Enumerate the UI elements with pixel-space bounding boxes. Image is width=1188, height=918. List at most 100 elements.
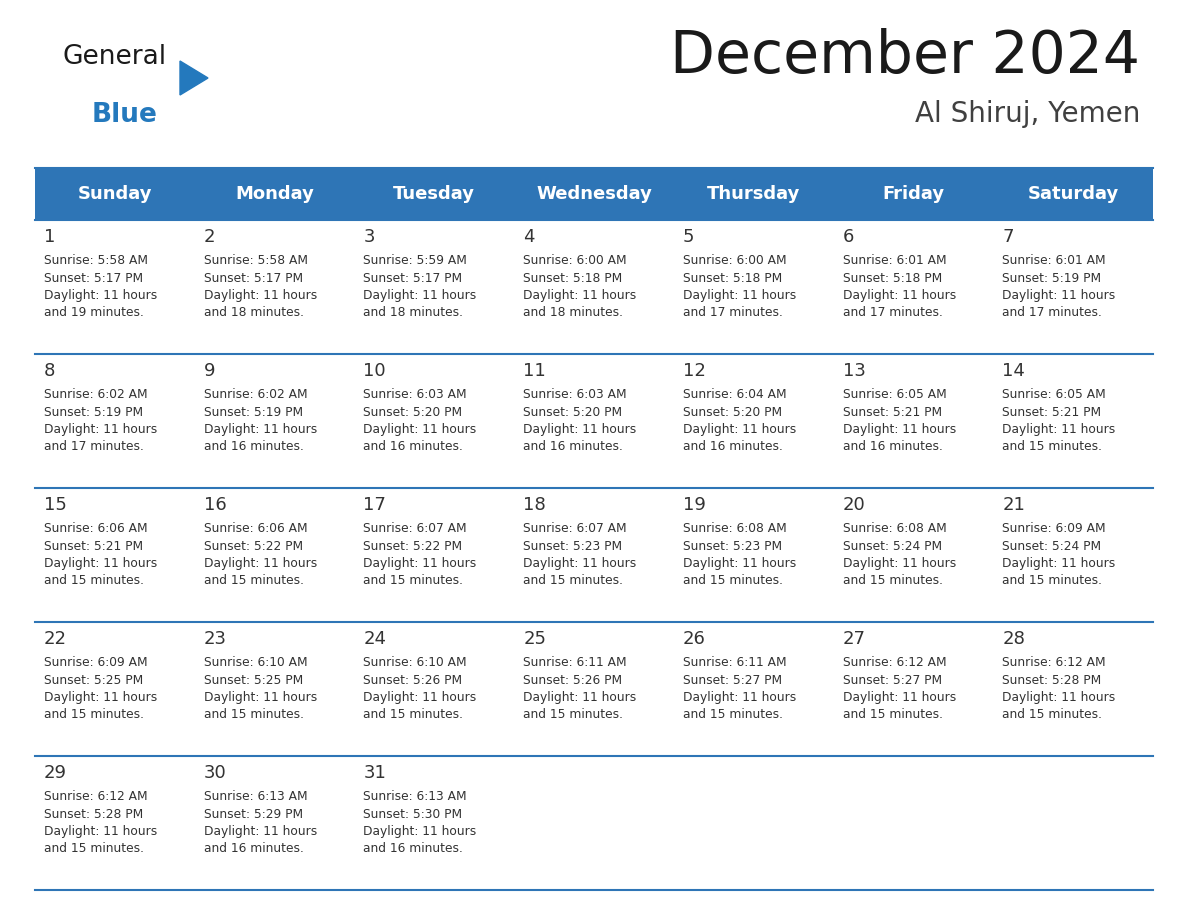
Text: Sunrise: 6:00 AM
Sunset: 5:18 PM
Daylight: 11 hours
and 18 minutes.: Sunrise: 6:00 AM Sunset: 5:18 PM Dayligh… xyxy=(523,254,637,319)
Text: Sunrise: 6:03 AM
Sunset: 5:20 PM
Daylight: 11 hours
and 16 minutes.: Sunrise: 6:03 AM Sunset: 5:20 PM Dayligh… xyxy=(364,388,476,453)
Bar xyxy=(993,622,1154,756)
Text: 10: 10 xyxy=(364,362,386,380)
Bar xyxy=(514,168,674,220)
Bar xyxy=(354,488,514,622)
Bar xyxy=(34,488,195,622)
Text: 26: 26 xyxy=(683,630,706,648)
Text: 17: 17 xyxy=(364,496,386,514)
Bar xyxy=(834,488,993,622)
Text: 8: 8 xyxy=(44,362,56,380)
Text: 7: 7 xyxy=(1003,228,1013,246)
Text: Friday: Friday xyxy=(883,185,944,203)
Text: Sunrise: 6:08 AM
Sunset: 5:23 PM
Daylight: 11 hours
and 15 minutes.: Sunrise: 6:08 AM Sunset: 5:23 PM Dayligh… xyxy=(683,522,796,588)
Bar xyxy=(674,756,834,890)
Text: Sunrise: 5:58 AM
Sunset: 5:17 PM
Daylight: 11 hours
and 19 minutes.: Sunrise: 5:58 AM Sunset: 5:17 PM Dayligh… xyxy=(44,254,157,319)
Text: 31: 31 xyxy=(364,764,386,782)
Text: 4: 4 xyxy=(523,228,535,246)
Bar xyxy=(34,354,195,488)
Text: 15: 15 xyxy=(44,496,67,514)
Text: Al Shiruj, Yemen: Al Shiruj, Yemen xyxy=(915,100,1140,128)
Text: Thursday: Thursday xyxy=(707,185,801,203)
Bar xyxy=(834,168,993,220)
Bar xyxy=(354,354,514,488)
Text: Sunrise: 6:00 AM
Sunset: 5:18 PM
Daylight: 11 hours
and 17 minutes.: Sunrise: 6:00 AM Sunset: 5:18 PM Dayligh… xyxy=(683,254,796,319)
Text: 1: 1 xyxy=(44,228,56,246)
Bar xyxy=(195,220,354,354)
Bar xyxy=(354,220,514,354)
Bar xyxy=(993,220,1154,354)
Bar xyxy=(354,168,514,220)
Text: 3: 3 xyxy=(364,228,375,246)
Text: Sunrise: 6:01 AM
Sunset: 5:18 PM
Daylight: 11 hours
and 17 minutes.: Sunrise: 6:01 AM Sunset: 5:18 PM Dayligh… xyxy=(842,254,956,319)
Bar xyxy=(993,756,1154,890)
Text: Sunrise: 6:05 AM
Sunset: 5:21 PM
Daylight: 11 hours
and 16 minutes.: Sunrise: 6:05 AM Sunset: 5:21 PM Dayligh… xyxy=(842,388,956,453)
Text: 13: 13 xyxy=(842,362,865,380)
Text: Sunrise: 6:07 AM
Sunset: 5:22 PM
Daylight: 11 hours
and 15 minutes.: Sunrise: 6:07 AM Sunset: 5:22 PM Dayligh… xyxy=(364,522,476,588)
Text: 12: 12 xyxy=(683,362,706,380)
Polygon shape xyxy=(181,61,208,95)
Text: Sunrise: 6:12 AM
Sunset: 5:28 PM
Daylight: 11 hours
and 15 minutes.: Sunrise: 6:12 AM Sunset: 5:28 PM Dayligh… xyxy=(44,790,157,856)
Bar xyxy=(354,622,514,756)
Text: Sunrise: 6:03 AM
Sunset: 5:20 PM
Daylight: 11 hours
and 16 minutes.: Sunrise: 6:03 AM Sunset: 5:20 PM Dayligh… xyxy=(523,388,637,453)
Bar xyxy=(195,756,354,890)
Bar xyxy=(195,354,354,488)
Bar xyxy=(834,220,993,354)
Text: Sunrise: 6:07 AM
Sunset: 5:23 PM
Daylight: 11 hours
and 15 minutes.: Sunrise: 6:07 AM Sunset: 5:23 PM Dayligh… xyxy=(523,522,637,588)
Text: Sunrise: 6:12 AM
Sunset: 5:28 PM
Daylight: 11 hours
and 15 minutes.: Sunrise: 6:12 AM Sunset: 5:28 PM Dayligh… xyxy=(1003,656,1116,722)
Text: 29: 29 xyxy=(44,764,67,782)
Text: Sunrise: 6:13 AM
Sunset: 5:29 PM
Daylight: 11 hours
and 16 minutes.: Sunrise: 6:13 AM Sunset: 5:29 PM Dayligh… xyxy=(203,790,317,856)
Text: 25: 25 xyxy=(523,630,546,648)
Text: Sunrise: 6:13 AM
Sunset: 5:30 PM
Daylight: 11 hours
and 16 minutes.: Sunrise: 6:13 AM Sunset: 5:30 PM Dayligh… xyxy=(364,790,476,856)
Text: 2: 2 xyxy=(203,228,215,246)
Bar xyxy=(195,488,354,622)
Text: Sunrise: 6:12 AM
Sunset: 5:27 PM
Daylight: 11 hours
and 15 minutes.: Sunrise: 6:12 AM Sunset: 5:27 PM Dayligh… xyxy=(842,656,956,722)
Text: Sunrise: 5:58 AM
Sunset: 5:17 PM
Daylight: 11 hours
and 18 minutes.: Sunrise: 5:58 AM Sunset: 5:17 PM Dayligh… xyxy=(203,254,317,319)
Text: 27: 27 xyxy=(842,630,866,648)
Text: 23: 23 xyxy=(203,630,227,648)
Bar xyxy=(674,220,834,354)
Text: 5: 5 xyxy=(683,228,694,246)
Text: 19: 19 xyxy=(683,496,706,514)
Bar xyxy=(354,756,514,890)
Text: Saturday: Saturday xyxy=(1028,185,1119,203)
Text: Sunrise: 6:10 AM
Sunset: 5:26 PM
Daylight: 11 hours
and 15 minutes.: Sunrise: 6:10 AM Sunset: 5:26 PM Dayligh… xyxy=(364,656,476,722)
Bar xyxy=(834,756,993,890)
Text: 24: 24 xyxy=(364,630,386,648)
Bar xyxy=(34,622,195,756)
Text: 22: 22 xyxy=(44,630,67,648)
Bar xyxy=(34,756,195,890)
Text: Sunrise: 6:09 AM
Sunset: 5:25 PM
Daylight: 11 hours
and 15 minutes.: Sunrise: 6:09 AM Sunset: 5:25 PM Dayligh… xyxy=(44,656,157,722)
Bar xyxy=(674,622,834,756)
Bar xyxy=(514,220,674,354)
Text: Sunrise: 5:59 AM
Sunset: 5:17 PM
Daylight: 11 hours
and 18 minutes.: Sunrise: 5:59 AM Sunset: 5:17 PM Dayligh… xyxy=(364,254,476,319)
Text: Sunrise: 6:08 AM
Sunset: 5:24 PM
Daylight: 11 hours
and 15 minutes.: Sunrise: 6:08 AM Sunset: 5:24 PM Dayligh… xyxy=(842,522,956,588)
Text: Sunrise: 6:06 AM
Sunset: 5:21 PM
Daylight: 11 hours
and 15 minutes.: Sunrise: 6:06 AM Sunset: 5:21 PM Dayligh… xyxy=(44,522,157,588)
Text: 20: 20 xyxy=(842,496,865,514)
Bar xyxy=(993,488,1154,622)
Text: Sunrise: 6:10 AM
Sunset: 5:25 PM
Daylight: 11 hours
and 15 minutes.: Sunrise: 6:10 AM Sunset: 5:25 PM Dayligh… xyxy=(203,656,317,722)
Text: 6: 6 xyxy=(842,228,854,246)
Bar xyxy=(34,220,195,354)
Bar xyxy=(993,354,1154,488)
Text: Sunrise: 6:01 AM
Sunset: 5:19 PM
Daylight: 11 hours
and 17 minutes.: Sunrise: 6:01 AM Sunset: 5:19 PM Dayligh… xyxy=(1003,254,1116,319)
Text: Sunrise: 6:04 AM
Sunset: 5:20 PM
Daylight: 11 hours
and 16 minutes.: Sunrise: 6:04 AM Sunset: 5:20 PM Dayligh… xyxy=(683,388,796,453)
Text: Sunrise: 6:11 AM
Sunset: 5:27 PM
Daylight: 11 hours
and 15 minutes.: Sunrise: 6:11 AM Sunset: 5:27 PM Dayligh… xyxy=(683,656,796,722)
Text: 18: 18 xyxy=(523,496,546,514)
Bar xyxy=(834,354,993,488)
Bar xyxy=(834,622,993,756)
Text: Sunrise: 6:09 AM
Sunset: 5:24 PM
Daylight: 11 hours
and 15 minutes.: Sunrise: 6:09 AM Sunset: 5:24 PM Dayligh… xyxy=(1003,522,1116,588)
Text: Sunrise: 6:02 AM
Sunset: 5:19 PM
Daylight: 11 hours
and 16 minutes.: Sunrise: 6:02 AM Sunset: 5:19 PM Dayligh… xyxy=(203,388,317,453)
Text: Sunrise: 6:02 AM
Sunset: 5:19 PM
Daylight: 11 hours
and 17 minutes.: Sunrise: 6:02 AM Sunset: 5:19 PM Dayligh… xyxy=(44,388,157,453)
Text: General: General xyxy=(62,44,166,70)
Text: Sunrise: 6:11 AM
Sunset: 5:26 PM
Daylight: 11 hours
and 15 minutes.: Sunrise: 6:11 AM Sunset: 5:26 PM Dayligh… xyxy=(523,656,637,722)
Text: 9: 9 xyxy=(203,362,215,380)
Bar xyxy=(514,354,674,488)
Text: 28: 28 xyxy=(1003,630,1025,648)
Bar xyxy=(34,168,195,220)
Text: Sunday: Sunday xyxy=(77,185,152,203)
Text: 30: 30 xyxy=(203,764,227,782)
Text: 11: 11 xyxy=(523,362,546,380)
Text: Wednesday: Wednesday xyxy=(536,185,652,203)
Text: 14: 14 xyxy=(1003,362,1025,380)
Text: Tuesday: Tuesday xyxy=(393,185,475,203)
